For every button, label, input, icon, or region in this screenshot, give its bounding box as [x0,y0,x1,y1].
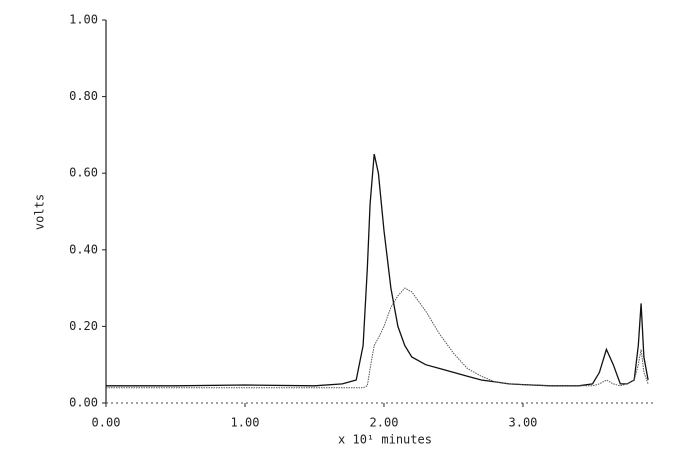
y-tick-label: 0.60 [69,166,98,180]
x-tick-label: 3.00 [509,416,538,430]
series-line [106,153,649,387]
y-tick-label: 0.40 [69,242,98,256]
y-tick-label: 0.20 [69,319,98,333]
x-tick-label: 0.00 [92,416,121,430]
x-tick-label: 1.00 [231,416,260,430]
x-axis-label: x 10¹ minutes [338,433,432,447]
x-tick-label: 2.00 [370,416,399,430]
series-line [106,287,649,389]
y-tick-label: 0.80 [69,89,98,103]
y-axis-label: volts [33,194,47,230]
y-tick-label: 1.00 [69,13,98,27]
y-tick-label: 0.00 [69,396,98,410]
